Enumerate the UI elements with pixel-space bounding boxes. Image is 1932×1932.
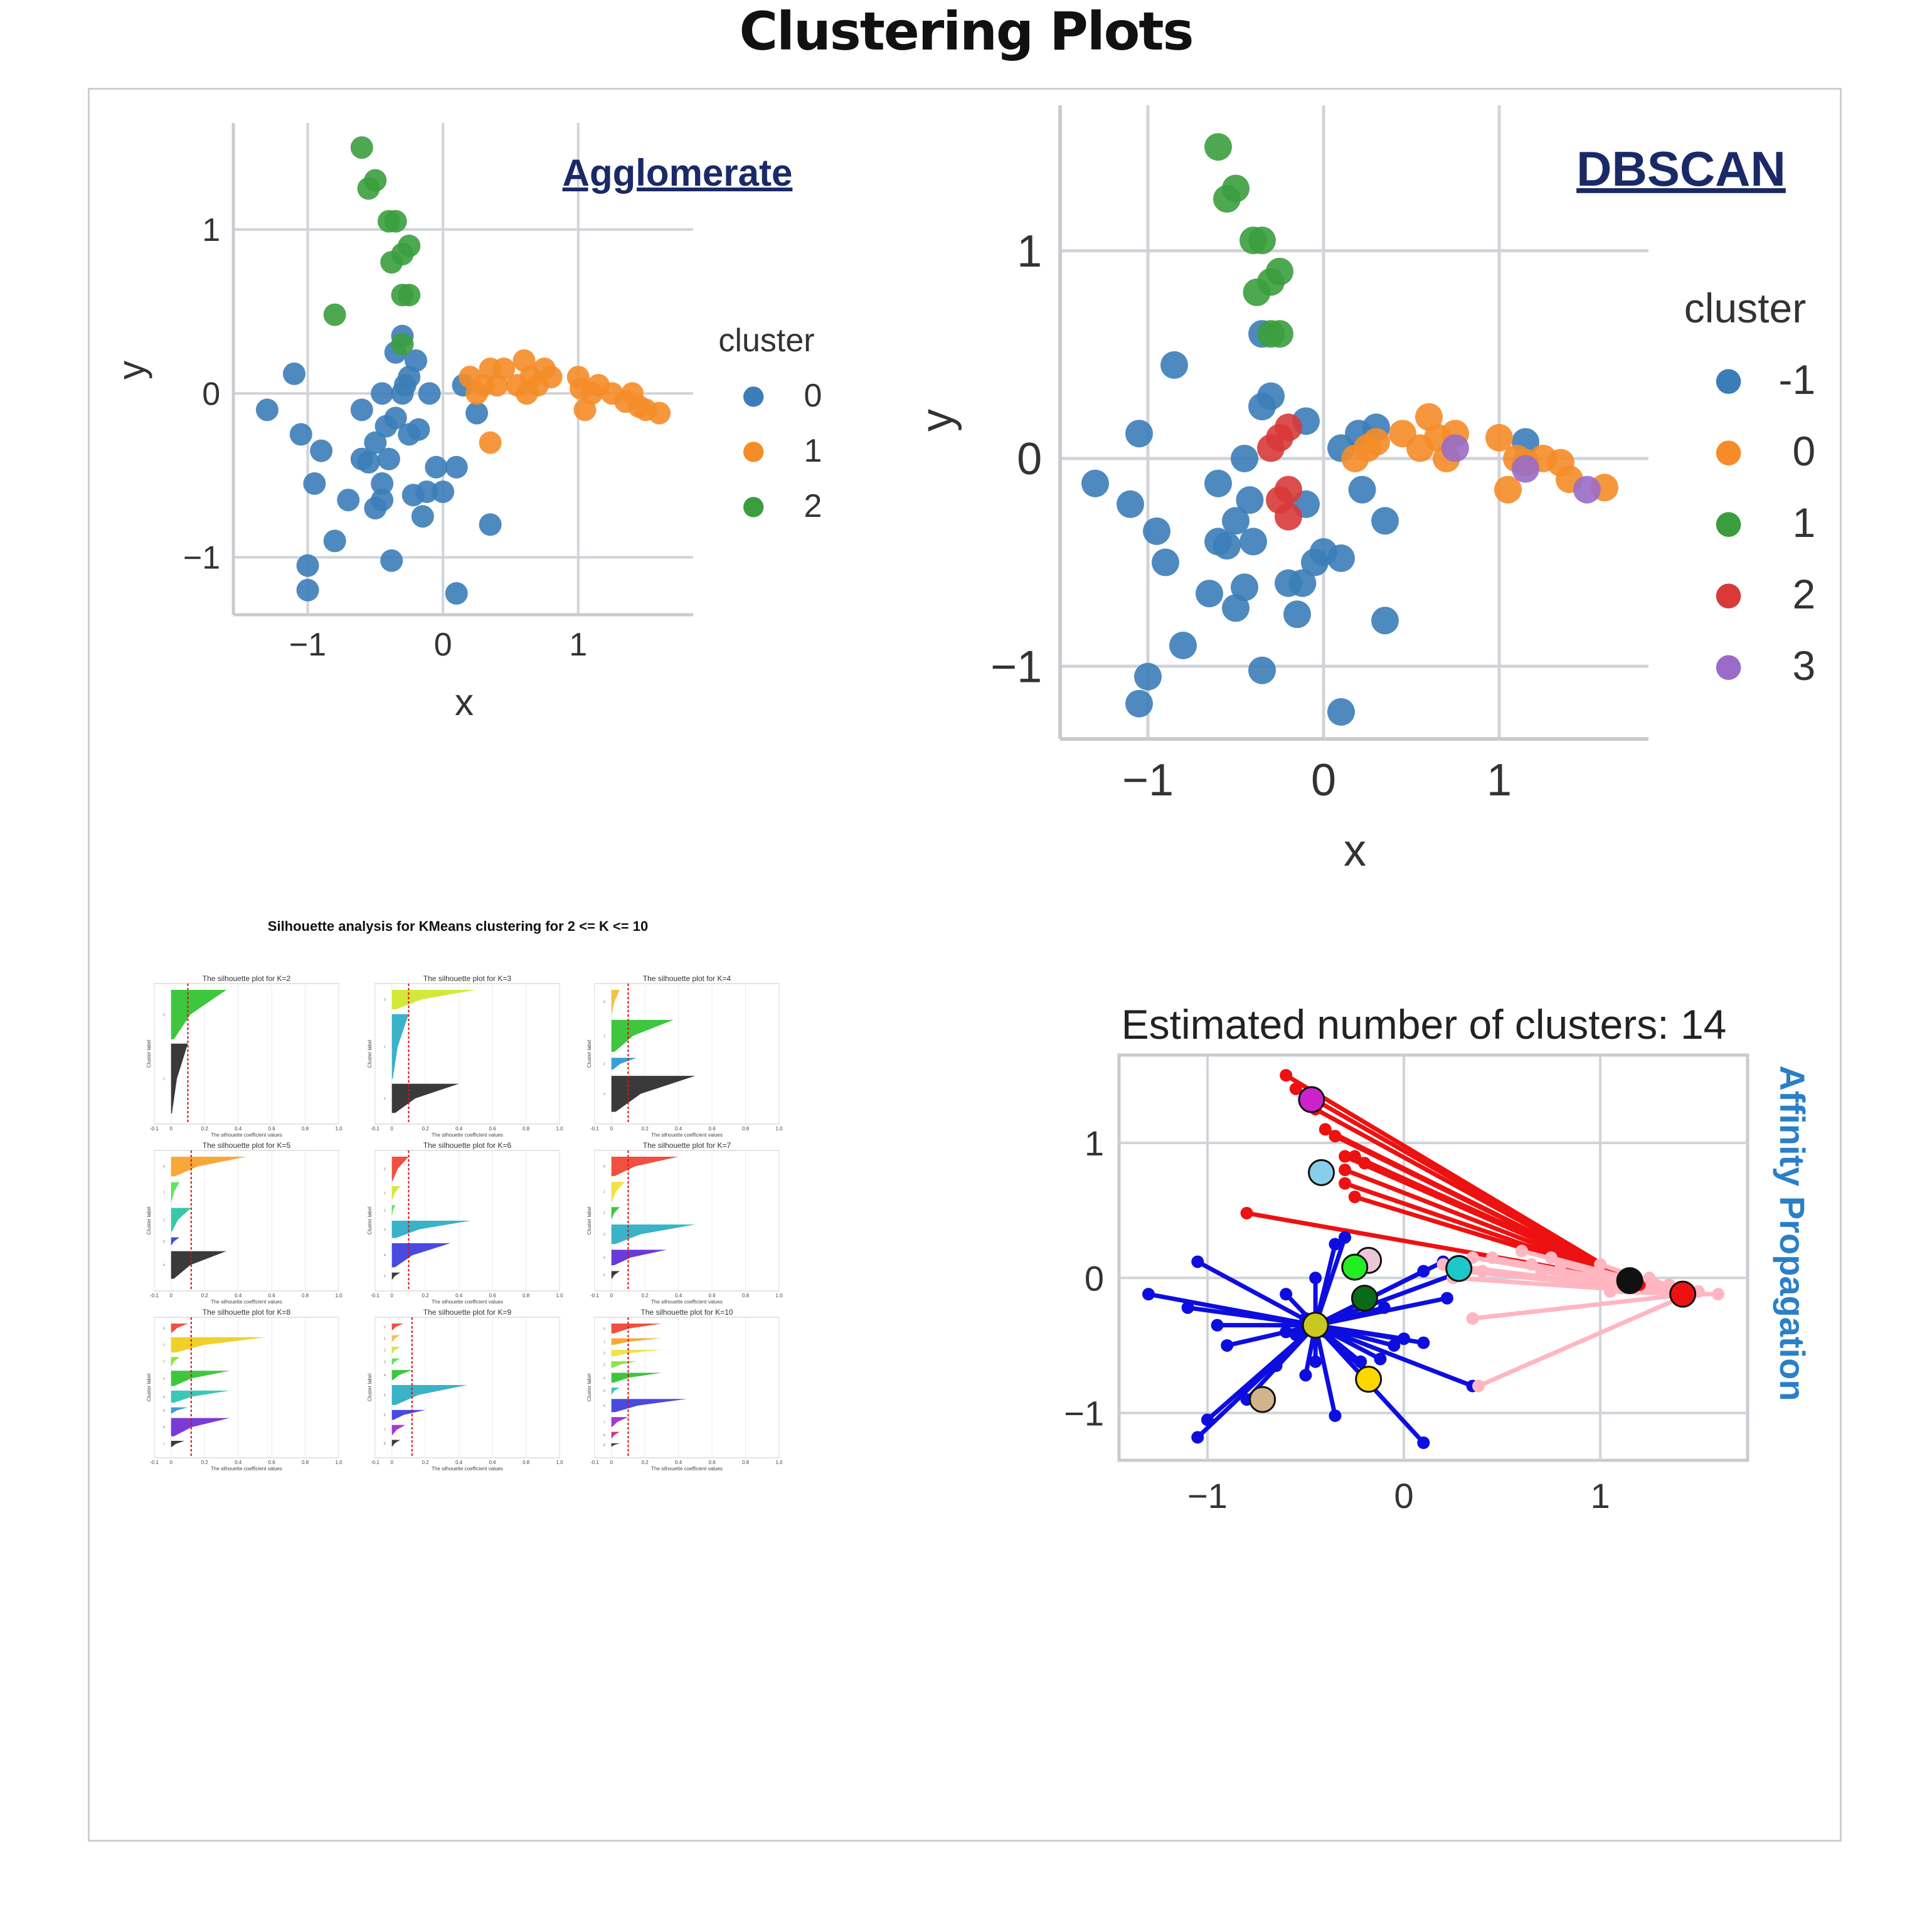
page-title: Clustering Plots	[739, 1, 1194, 62]
figure-frame	[88, 88, 1842, 1842]
